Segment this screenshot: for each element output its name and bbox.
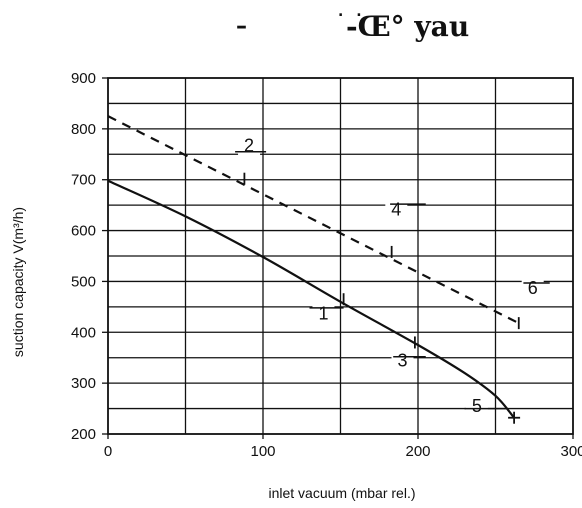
x-tick-label: 300 — [560, 443, 582, 460]
y-tick-label: 900 — [71, 70, 96, 87]
x-tick-label: 200 — [405, 443, 430, 460]
tick-labels: 200 300 400 500 600 700 800 900 0 100 200 300 — [71, 70, 582, 460]
y-tick-label: 200 — [71, 426, 96, 443]
header-dash: – — [236, 14, 247, 39]
markers — [243, 172, 521, 424]
curve-label: 2 — [244, 136, 254, 156]
annotation-bg — [465, 395, 488, 418]
curves — [107, 115, 520, 419]
x-tick-label: 0 — [104, 443, 112, 460]
x-axis-label: inlet vacuum (mbar rel.) — [268, 485, 415, 501]
y-tick-label: 600 — [71, 223, 96, 240]
curve-label: 5 — [472, 396, 482, 416]
y-tick-label: 500 — [71, 273, 96, 290]
header-dots: . . — [338, 4, 366, 20]
x-tick-label: 100 — [250, 443, 275, 460]
y-tick-label: 800 — [71, 121, 96, 138]
header-glyphs: -Œ° yau — [346, 10, 470, 43]
series-line-dashed — [107, 115, 520, 325]
curve-label: 6 — [528, 278, 538, 298]
y-axis-label: suction capacity V(m³/h) — [10, 207, 26, 357]
annotation-bg — [391, 349, 414, 372]
annotations: 2 4 6 1 3 5 — [235, 134, 550, 418]
grid — [102, 77, 574, 439]
series-line-solid — [107, 179, 515, 419]
y-tick-label: 300 — [71, 375, 96, 392]
curve-label: 4 — [391, 199, 401, 219]
curve-label: 1 — [318, 304, 328, 324]
curve-label: 3 — [397, 350, 407, 370]
y-tick-label: 700 — [71, 172, 96, 189]
header-area: – . . -Œ° yau — [0, 0, 582, 60]
y-tick-label: 400 — [71, 324, 96, 341]
